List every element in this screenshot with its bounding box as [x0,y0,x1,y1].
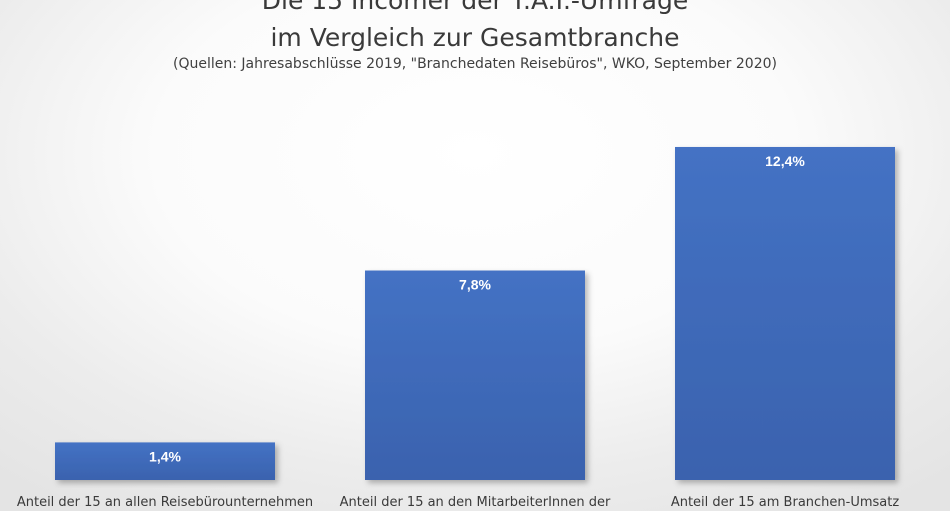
category-label-2: Anteil der 15 an den MitarbeiterInnen de… [340,495,611,510]
bar-value-label-3: 12,4% [765,153,805,169]
bar-3 [675,146,895,480]
chart-title-line-2: im Vergleich zur Gesamtbranche [270,23,680,52]
category-label-3: Anteil der 15 am Branchen-Umsatz [671,495,900,510]
category-label-1: Anteil der 15 an allen Reisebürounterneh… [17,495,313,510]
chart-subtitle: (Quellen: Jahresabschlüsse 2019, "Branch… [173,56,777,72]
bar-1 [55,442,275,480]
bars-group: 1,4% Anteil der 15 an allen Reisebürounte… [17,146,900,510]
chart-title-line-1: Die 15 Incomer der T.A.I.-Umfrage [261,0,689,15]
bar-value-label-2: 7,8% [459,277,491,293]
bar-2 [365,270,585,480]
bar-value-label-1: 1,4% [149,448,181,464]
